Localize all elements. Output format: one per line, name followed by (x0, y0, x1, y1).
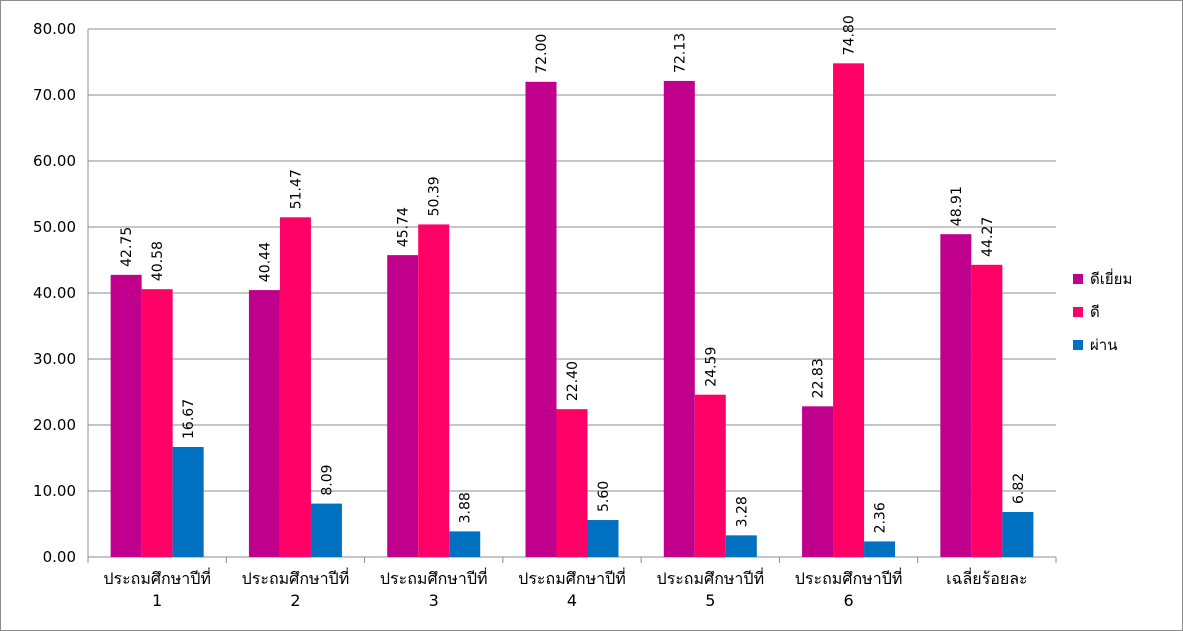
data-label: 74.80 (842, 15, 858, 55)
data-label: 51.47 (288, 169, 304, 209)
bar (110, 274, 142, 557)
data-label: 45.74 (396, 207, 412, 247)
data-label: 22.40 (565, 361, 581, 401)
legend-swatch (1073, 274, 1083, 284)
bar (663, 80, 695, 557)
bar (310, 503, 342, 557)
bar (864, 541, 896, 557)
x-tick-label: 1 (152, 591, 162, 610)
bar (1002, 511, 1034, 557)
legend-swatch (1073, 340, 1083, 350)
x-tick-label: ประถมศึกษาปีที่ (656, 567, 764, 588)
data-label: 48.91 (949, 186, 965, 226)
y-tick-label: 10.00 (33, 482, 76, 500)
legend-label: ผ่าน (1090, 336, 1117, 354)
bar (449, 531, 481, 557)
x-tick-label: ประถมศึกษาปีที่ (103, 567, 211, 588)
bar (587, 520, 619, 557)
y-tick-label: 20.00 (33, 416, 76, 434)
data-label: 22.83 (811, 358, 827, 398)
bar (556, 409, 588, 557)
bar (387, 255, 419, 557)
data-label: 6.82 (1011, 473, 1027, 504)
bar (725, 535, 757, 557)
y-tick-label: 80.00 (33, 20, 76, 38)
data-label: 40.44 (257, 242, 273, 282)
x-tick-label: 3 (429, 591, 439, 610)
data-label: 2.36 (873, 502, 889, 533)
y-tick-label: 50.00 (33, 218, 76, 236)
legend-swatch (1073, 307, 1083, 317)
legend-label: ดี (1090, 303, 1100, 321)
data-label: 44.27 (980, 217, 996, 257)
data-label: 3.88 (458, 492, 474, 523)
bar (833, 63, 865, 557)
bar (971, 264, 1003, 557)
y-tick-label: 60.00 (33, 152, 76, 170)
bar (525, 81, 557, 558)
data-label: 42.75 (119, 227, 135, 267)
data-label: 24.59 (703, 347, 719, 387)
data-label: 72.13 (672, 33, 688, 73)
x-tick-label: 5 (705, 591, 715, 610)
data-label: 72.00 (534, 34, 550, 74)
bar (802, 406, 834, 557)
y-tick-label: 30.00 (33, 350, 76, 368)
data-label: 40.58 (150, 241, 166, 281)
data-label: 16.67 (181, 399, 197, 439)
data-label: 50.39 (427, 176, 443, 216)
bar (940, 234, 972, 557)
data-label: 8.09 (319, 464, 335, 495)
data-label: 3.28 (734, 496, 750, 527)
x-tick-label: เฉลี่ยร้อยละ (946, 567, 1028, 588)
x-tick-label: 6 (843, 591, 853, 610)
y-tick-label: 70.00 (33, 86, 76, 104)
x-tick-label: ประถมศึกษาปีที่ (242, 567, 350, 588)
x-tick-label: ประถมศึกษาปีที่ (795, 567, 903, 588)
y-tick-label: 40.00 (33, 284, 76, 302)
bar (248, 290, 280, 557)
y-tick-label: 0.00 (43, 548, 76, 566)
bar (279, 217, 311, 557)
x-tick-label: ประถมศึกษาปีที่ (380, 567, 488, 588)
x-tick-label: 2 (290, 591, 300, 610)
x-tick-label: ประถมศึกษาปีที่ (518, 567, 626, 588)
data-label: 5.60 (596, 481, 612, 512)
bar (418, 224, 450, 557)
x-tick-label: 4 (567, 591, 577, 610)
legend-label: ดีเยี่ยม (1090, 268, 1132, 288)
bar (172, 446, 204, 557)
bar (694, 394, 726, 557)
bar (141, 289, 173, 557)
